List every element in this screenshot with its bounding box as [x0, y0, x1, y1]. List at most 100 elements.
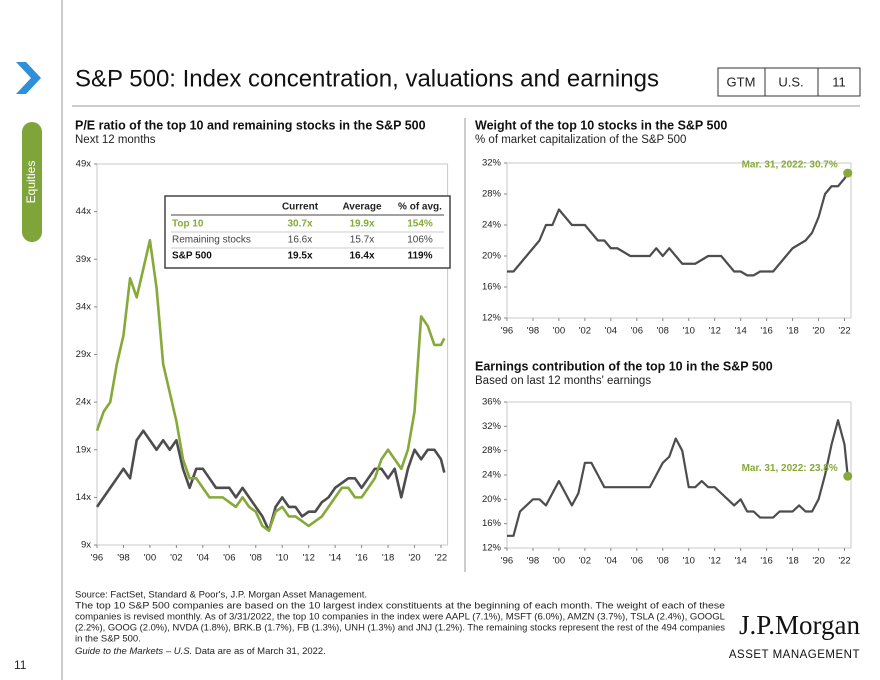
table-cell: 19.9x — [349, 219, 374, 230]
table-cell: 154% — [407, 219, 433, 230]
plot-frame — [506, 162, 852, 319]
y-tick-label: 14x — [76, 492, 92, 503]
x-tick-label: '20 — [408, 553, 420, 564]
y-tick-label: 32% — [482, 421, 502, 432]
footer-line: (2.2%), GOOG (2.0%), NVDA (1.8%), BRK.B … — [75, 623, 725, 634]
footer-line: in the S&P 500. — [75, 634, 141, 645]
logo-name: J.P.Morgan — [739, 610, 861, 640]
x-tick-label: '02 — [170, 553, 182, 564]
x-tick-label: '10 — [683, 556, 695, 567]
x-tick-label: '18 — [786, 326, 798, 337]
end-marker — [843, 471, 853, 481]
x-tick-label: '00 — [144, 553, 156, 564]
y-tick-label: 32% — [482, 158, 502, 169]
x-tick-label: '04 — [605, 326, 617, 337]
y-tick-label: 24x — [76, 397, 92, 408]
x-tick-label: '16 — [760, 326, 772, 337]
section-label: Equities — [24, 161, 38, 204]
x-tick-label: '96 — [501, 326, 513, 337]
y-tick-label: 44x — [76, 206, 92, 217]
chart-subtitle: Next 12 months — [75, 134, 156, 146]
x-tick-label: '04 — [197, 553, 209, 564]
y-tick-label: 39x — [76, 254, 92, 265]
table-row-label: Top 10 — [172, 219, 204, 230]
y-tick-label: 36% — [482, 397, 502, 408]
chart-subtitle: Based on last 12 months' earnings — [475, 375, 651, 387]
x-tick-label: '04 — [605, 556, 617, 567]
x-tick-label: '96 — [501, 556, 513, 567]
x-tick-label: '22 — [838, 326, 850, 337]
data-date: Data are as of March 31, 2022. — [192, 646, 326, 657]
x-tick-label: '06 — [223, 553, 235, 564]
x-tick-label: '16 — [760, 556, 772, 567]
y-tick-label: 29x — [76, 349, 92, 360]
table-cell: 119% — [407, 251, 432, 262]
chart-title: Weight of the top 10 stocks in the S&P 5… — [475, 118, 727, 132]
chevron-icon — [16, 62, 41, 94]
y-tick-label: 24% — [482, 470, 502, 481]
table-cell: 15.7x — [350, 235, 374, 246]
slide-title: S&P 500: Index concentration, valuations… — [75, 65, 659, 92]
table-header: Current — [282, 202, 319, 213]
x-tick-label: '10 — [276, 553, 288, 564]
x-tick-label: '08 — [657, 556, 669, 567]
x-tick-label: '06 — [631, 556, 643, 567]
table-cell: 19.5x — [287, 251, 312, 262]
footer-line: companies is revised monthly. As of 3/31… — [75, 612, 725, 623]
x-tick-label: '20 — [812, 556, 824, 567]
logo-sub: ASSET MANAGEMENT — [729, 649, 860, 661]
x-tick-label: '08 — [657, 326, 669, 337]
y-tick-label: 12% — [482, 313, 502, 324]
x-tick-label: '18 — [382, 553, 394, 564]
x-tick-label: '96 — [91, 553, 103, 564]
footer-line: Source: FactSet, Standard & Poor's, J.P.… — [75, 590, 367, 601]
y-tick-label: 24% — [482, 220, 502, 231]
x-tick-label: '16 — [355, 553, 367, 564]
x-tick-label: '14 — [734, 326, 746, 337]
y-tick-label: 20% — [482, 494, 502, 505]
data-line — [507, 172, 849, 277]
x-tick-label: '98 — [527, 326, 539, 337]
chart-title: P/E ratio of the top 10 and remaining st… — [75, 118, 426, 132]
x-tick-label: '22 — [435, 553, 447, 564]
annotation: Mar. 31, 2022: 30.7% — [742, 160, 838, 171]
x-tick-label: '02 — [579, 326, 591, 337]
table-cell: 16.6x — [288, 235, 312, 246]
table-cell: 106% — [407, 235, 433, 246]
y-tick-label: 49x — [76, 159, 92, 170]
x-tick-label: '08 — [250, 553, 262, 564]
page-number: 11 — [14, 658, 27, 672]
x-tick-label: '98 — [527, 556, 539, 567]
table-row-label: S&P 500 — [172, 251, 212, 262]
tag: U.S. — [778, 74, 803, 89]
x-tick-label: '12 — [709, 556, 721, 567]
y-tick-label: 34x — [76, 301, 92, 312]
y-tick-label: 16% — [482, 518, 502, 529]
table-row-label: Remaining stocks — [172, 235, 251, 246]
y-tick-label: 9x — [81, 540, 91, 551]
annotation: Mar. 31, 2022: 23.8% — [742, 463, 838, 474]
table-header: % of avg. — [398, 202, 442, 213]
x-tick-label: '14 — [329, 553, 341, 564]
y-tick-label: 19x — [76, 444, 92, 455]
chart-subtitle: % of market capitalization of the S&P 50… — [475, 134, 686, 146]
x-tick-label: '06 — [631, 326, 643, 337]
x-tick-label: '02 — [579, 556, 591, 567]
table-cell: 16.4x — [349, 251, 374, 262]
x-tick-label: '22 — [838, 556, 850, 567]
table-cell: 30.7x — [287, 219, 312, 230]
x-tick-label: '00 — [553, 556, 565, 567]
y-tick-label: 16% — [482, 282, 502, 293]
footer-line: Guide to the Markets – U.S. Data are as … — [75, 646, 326, 657]
footer-line: The top 10 S&P 500 companies are based o… — [75, 601, 725, 612]
tag: GTM — [727, 74, 756, 89]
y-tick-label: 28% — [482, 189, 502, 200]
x-tick-label: '14 — [734, 556, 746, 567]
data-line — [507, 419, 849, 537]
y-tick-label: 12% — [482, 543, 502, 554]
x-tick-label: '98 — [117, 553, 129, 564]
x-tick-label: '20 — [812, 326, 824, 337]
data-line — [95, 238, 446, 533]
